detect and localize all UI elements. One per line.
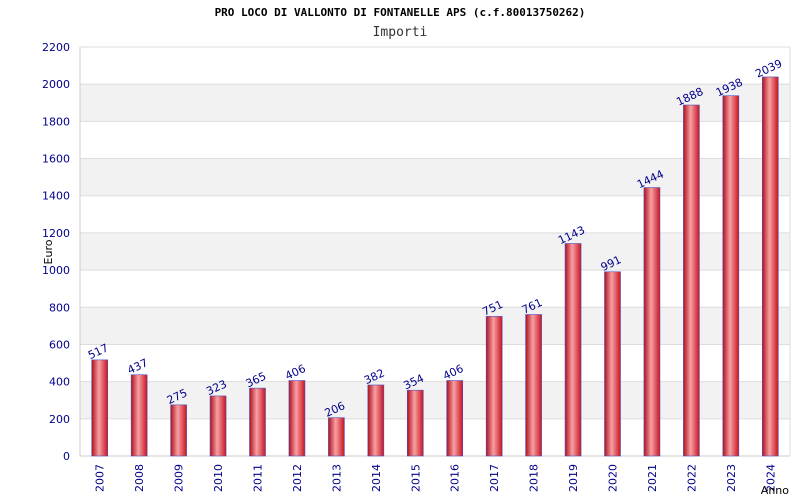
bar — [209, 395, 227, 457]
data-label: 437 — [125, 356, 150, 377]
y-tick-label: 1000 — [42, 264, 70, 277]
x-tick-label: 2007 — [94, 464, 107, 492]
y-tick-label: 600 — [49, 338, 70, 351]
x-tick-label: 2008 — [133, 464, 146, 492]
y-tick-label: 2000 — [42, 78, 70, 91]
bar — [328, 417, 345, 457]
bar — [564, 243, 582, 457]
y-tick-label: 200 — [49, 413, 70, 426]
bar — [485, 316, 503, 457]
bar — [249, 387, 266, 457]
x-tick-label: 2022 — [685, 464, 698, 492]
x-tick-label: 2020 — [607, 464, 620, 492]
x-tick-label: 2024 — [764, 464, 777, 492]
bar — [722, 95, 740, 457]
x-tick-label: 2017 — [488, 464, 501, 492]
y-tick-label: 1200 — [42, 227, 70, 240]
bar — [91, 359, 109, 457]
x-tick-label: 2014 — [370, 464, 383, 492]
x-tick-labels: 2007 2008 2009 2010 2011 2012 2013 2014 2015 2016… — [94, 464, 778, 492]
grid-band — [80, 158, 790, 196]
bar — [367, 384, 385, 457]
axes — [79, 46, 791, 457]
bar — [683, 104, 700, 457]
x-tick-label: 2013 — [330, 464, 343, 492]
x-axis-label: Anno — [761, 484, 789, 497]
bar — [446, 380, 464, 457]
grid-band — [80, 307, 790, 345]
y-tick-label: 800 — [49, 301, 70, 314]
y-axis-label: Euro — [42, 239, 55, 264]
x-tick-label: 2015 — [409, 464, 422, 492]
x-tick-label: 2019 — [567, 464, 580, 492]
y-tick-label: 1800 — [42, 115, 70, 128]
grid-band — [80, 381, 790, 419]
y-tick-label: 2200 — [42, 41, 70, 54]
bar — [406, 389, 424, 457]
bar — [761, 76, 779, 457]
bars — [91, 76, 779, 457]
x-tick-label: 2012 — [291, 464, 304, 492]
data-label: 406 — [283, 362, 308, 383]
chart-subtitle: Importi — [372, 25, 428, 40]
y-tick-label: 0 — [63, 450, 70, 463]
y-tick-label: 400 — [49, 376, 70, 389]
x-tick-label: 2021 — [646, 464, 659, 492]
bar — [604, 271, 621, 457]
x-tick-label: 2009 — [173, 464, 186, 492]
y-tick-label: 1400 — [42, 190, 70, 203]
bar — [525, 314, 542, 457]
y-tick-label: 1600 — [42, 153, 70, 166]
grid-band — [80, 84, 790, 122]
bar — [170, 404, 187, 457]
data-label: 406 — [441, 362, 466, 383]
x-tick-label: 2018 — [528, 464, 541, 492]
x-tick-label: 2023 — [725, 464, 738, 492]
bar — [130, 374, 148, 457]
bar — [288, 380, 306, 457]
x-tick-label: 2010 — [212, 464, 225, 492]
x-tick-label: 2011 — [252, 464, 265, 492]
x-tick-label: 2016 — [449, 464, 462, 492]
grid-band — [80, 232, 790, 271]
bar — [643, 187, 661, 457]
chart-title: PRO LOCO DI VALLONTO DI FONTANELLE APS (… — [214, 6, 586, 19]
grid-bands — [80, 84, 790, 419]
y-tick-labels: 0 200 400 600 800 1000 1200 1400 1600 1800 2000 220… — [42, 41, 70, 463]
